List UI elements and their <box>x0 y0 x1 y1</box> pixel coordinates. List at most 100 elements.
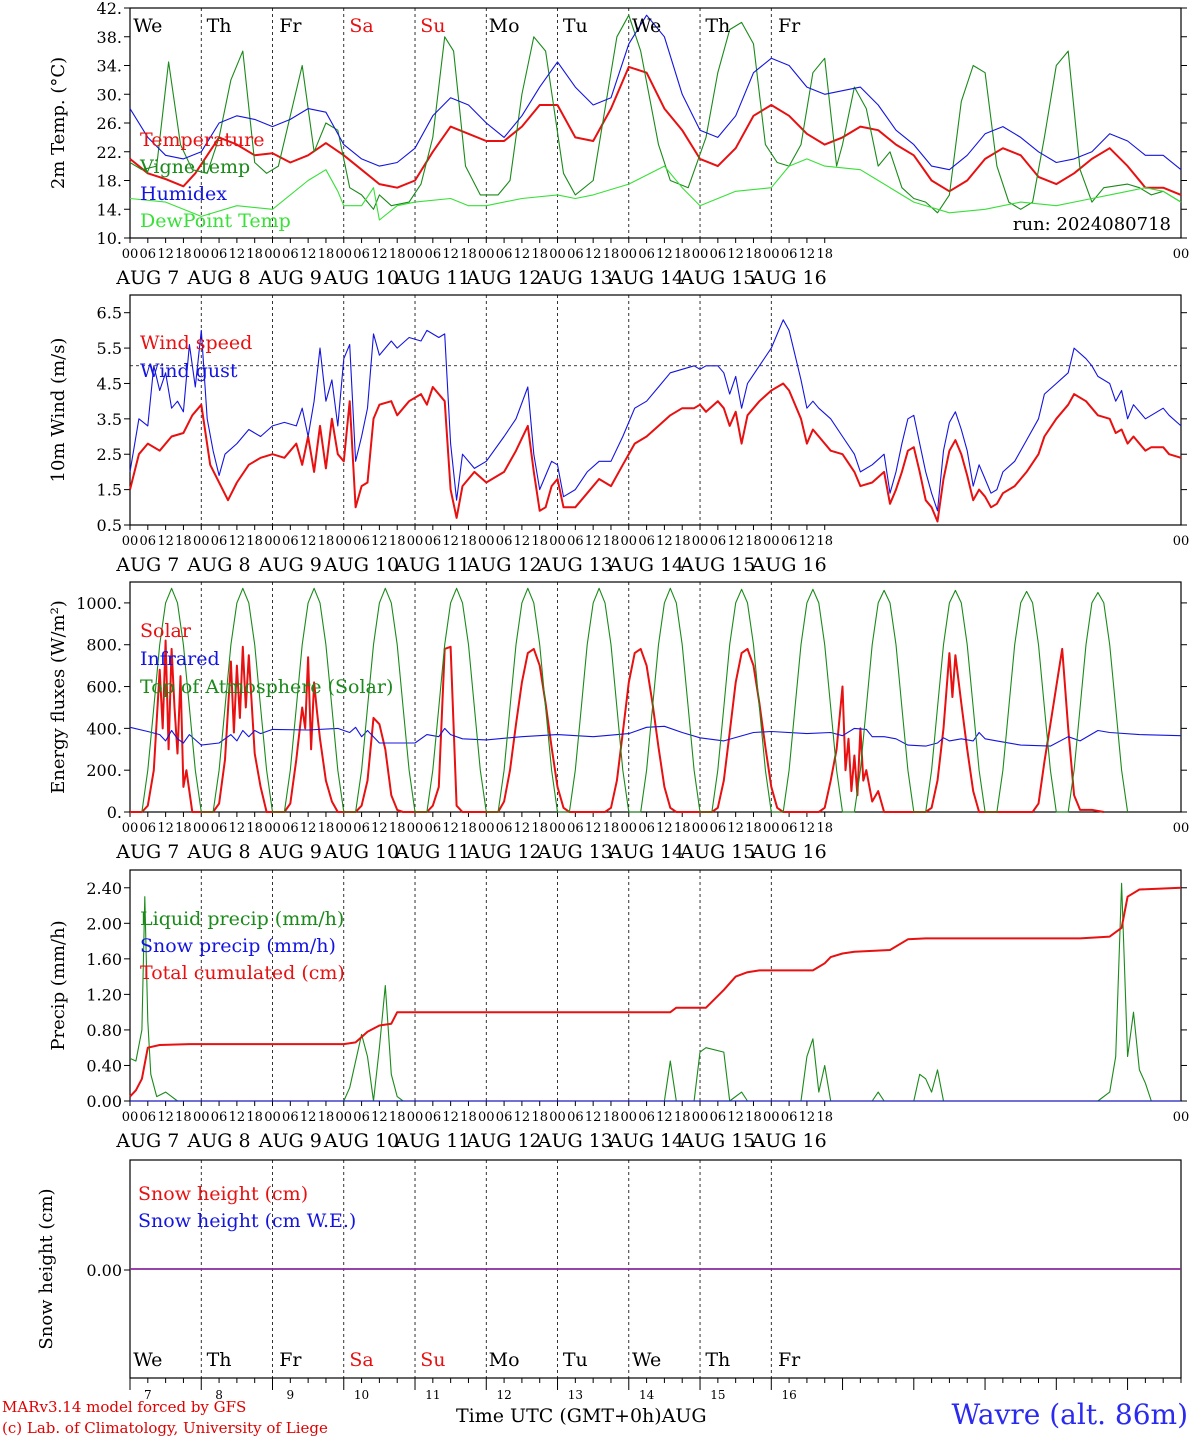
x-tick-label: 18 <box>318 534 335 549</box>
weekday-label-top: Fr <box>279 15 302 37</box>
x-tick-label: 00 <box>335 247 352 262</box>
weekday-label-top: Sa <box>349 15 373 37</box>
x-tick-label: 06 <box>140 247 157 262</box>
x-tick-label: 06 <box>710 821 727 836</box>
x-tick-label: 06 <box>496 1110 513 1125</box>
weekday-label-bottom: Th <box>705 1349 730 1371</box>
x-tick-label: 00 <box>1173 1110 1190 1125</box>
x-tick-label: 12 <box>442 821 459 836</box>
x-tick-label: 12 <box>300 247 317 262</box>
plot-frame <box>129 869 1182 1102</box>
x-tick-label: 00 <box>407 247 424 262</box>
y-tick-label: 22. <box>97 143 122 162</box>
x-tick-label: 00 <box>692 534 709 549</box>
series-line-total-cumulated-cm- <box>129 886 1182 1098</box>
x-tick-label: 18 <box>674 1110 691 1125</box>
y-tick-label: 14. <box>97 200 122 219</box>
x-tick-label: 00 <box>193 1110 210 1125</box>
x-tick-label: 06 <box>425 247 442 262</box>
x-tick-label: 18 <box>389 821 406 836</box>
x-tick-label: 06 <box>638 534 655 549</box>
legend-entry: Vigne temp <box>139 156 250 178</box>
date-label: AUG 11 <box>394 267 470 289</box>
y-tick-label: 30. <box>97 85 122 104</box>
weekday-label-bottom: We <box>133 1349 162 1371</box>
x-tick-label: 18 <box>816 1110 833 1125</box>
date-label: AUG 12 <box>466 1130 542 1152</box>
x-tick-label: 18 <box>175 1110 192 1125</box>
y-tick-label: 42. <box>97 0 122 18</box>
x-tick-label: 00 <box>478 821 495 836</box>
series-line-temperature <box>129 65 1182 196</box>
x-tick-label: 06 <box>781 821 798 836</box>
x-tick-label: 06 <box>211 1110 228 1125</box>
date-label: AUG 9 <box>258 267 322 289</box>
weekday-label-bottom: Su <box>420 1349 445 1371</box>
x-tick-label: 12 <box>727 534 744 549</box>
x-tick-label: 18 <box>318 821 335 836</box>
x-tick-label: 12 <box>300 821 317 836</box>
legend-entry: Top of Atmosphere (Solar) <box>140 676 393 698</box>
x-tick-label: 18 <box>745 1110 762 1125</box>
x-tick-label: 00 <box>264 1110 281 1125</box>
plot-frame <box>129 581 1182 813</box>
x-tick-label: 00 <box>264 821 281 836</box>
x-tick-label: 00 <box>193 247 210 262</box>
x-tick-label: 12 <box>442 1110 459 1125</box>
series-line-infrared <box>129 725 1182 747</box>
x-tick-label: 12 <box>656 247 673 262</box>
date-label: AUG 16 <box>751 554 827 576</box>
x-tick-label: 18 <box>603 534 620 549</box>
x-tick-label: 00 <box>1173 247 1190 262</box>
x-tick-label: 06 <box>781 1110 798 1125</box>
y-axis-title: Energy fluxes (W/m²) <box>48 600 69 794</box>
x-tick-label: 12 <box>514 534 531 549</box>
weekday-label-bottom: Sa <box>349 1349 373 1371</box>
day-number-label: 15 <box>710 1388 725 1402</box>
x-tick-label: 18 <box>246 247 263 262</box>
x-tick-label: 06 <box>425 821 442 836</box>
x-tick-label: 18 <box>318 1110 335 1125</box>
weekday-label-bottom: We <box>632 1349 661 1371</box>
y-tick-label: 1.5 <box>97 481 122 500</box>
y-tick-label: 1.60 <box>86 950 122 969</box>
day-number-label: 12 <box>496 1388 511 1402</box>
x-tick-label: 00 <box>335 534 352 549</box>
y-tick-label: 0.80 <box>86 1021 122 1040</box>
date-label: AUG 14 <box>608 267 684 289</box>
date-label: AUG 15 <box>679 841 755 863</box>
x-tick-label: 00 <box>478 534 495 549</box>
series-line-top-of-atmosphere-solar- <box>141 587 1129 813</box>
date-label: AUG 15 <box>679 1130 755 1152</box>
x-tick-label: 18 <box>674 821 691 836</box>
legend-entry: Humidex <box>140 183 227 205</box>
weekday-label-top: Su <box>420 15 445 37</box>
x-tick-label: 00 <box>692 821 709 836</box>
x-tick-label: 06 <box>567 534 584 549</box>
date-label: AUG 7 <box>115 267 179 289</box>
y-tick-label: 2.5 <box>97 445 122 464</box>
x-tick-label: 18 <box>246 534 263 549</box>
legend-entry: Infrared <box>140 648 220 670</box>
x-tick-label: 00 <box>621 821 638 836</box>
x-tick-label: 00 <box>763 821 780 836</box>
x-tick-label: 06 <box>425 1110 442 1125</box>
x-tick-label: 00 <box>122 247 139 262</box>
date-label: AUG 13 <box>537 841 613 863</box>
series-line-dewpoint-temp <box>129 158 1182 221</box>
x-tick-label: 00 <box>407 534 424 549</box>
x-tick-label: 12 <box>514 1110 531 1125</box>
x-tick-label: 00 <box>122 534 139 549</box>
y-tick-label: 38. <box>97 28 122 47</box>
x-tick-label: 18 <box>175 247 192 262</box>
date-label: AUG 10 <box>323 841 399 863</box>
run-annotation: run: 2024080718 <box>1013 214 1171 235</box>
weekday-label-top: Th <box>207 15 232 37</box>
weekday-label-bottom: Fr <box>279 1349 302 1371</box>
x-tick-label: 06 <box>710 534 727 549</box>
x-tick-label: 00 <box>335 821 352 836</box>
y-tick-label: 0.00 <box>86 1261 122 1280</box>
date-label: AUG 14 <box>608 1130 684 1152</box>
x-tick-label: 12 <box>514 821 531 836</box>
y-axis-title: Snow height (cm) <box>36 1188 57 1349</box>
